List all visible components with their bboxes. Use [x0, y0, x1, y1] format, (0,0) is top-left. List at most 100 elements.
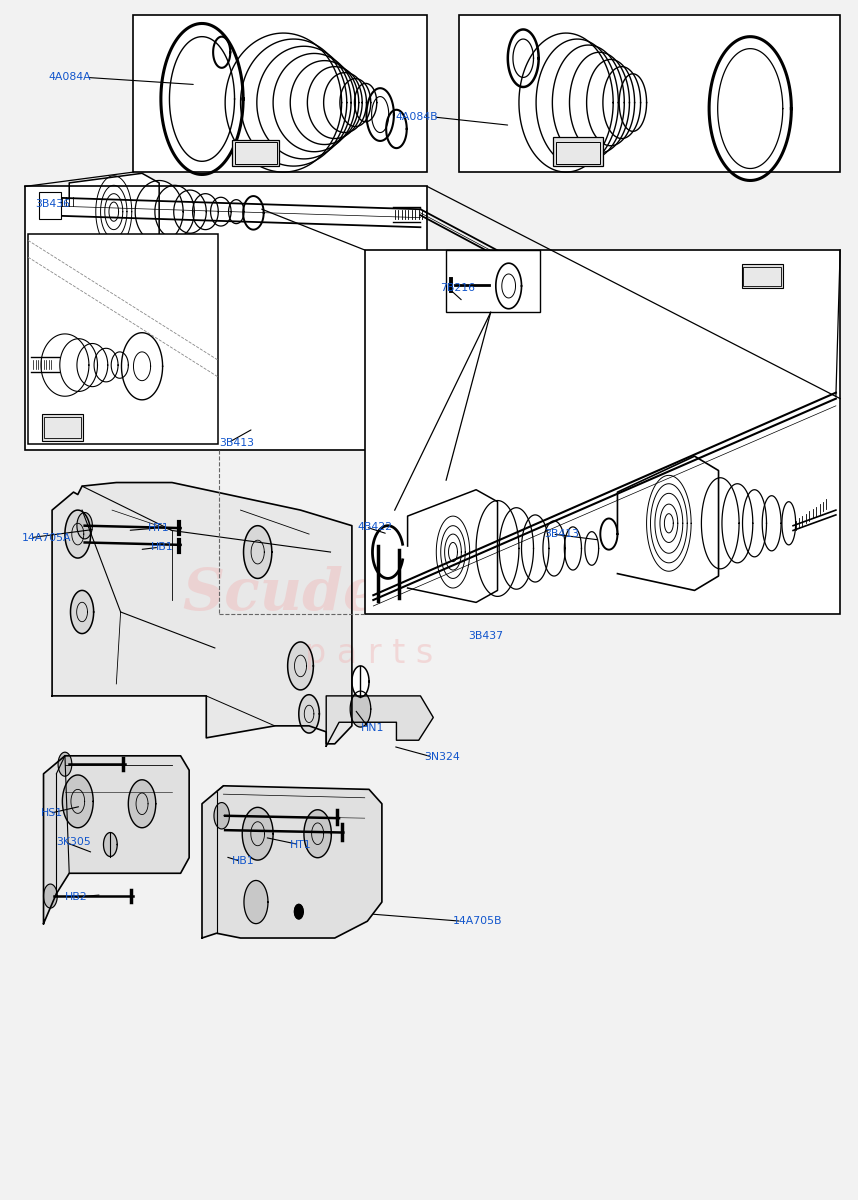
Polygon shape	[408, 490, 498, 602]
Polygon shape	[109, 202, 118, 221]
Bar	[42, 414, 83, 440]
Polygon shape	[290, 61, 359, 144]
Polygon shape	[257, 47, 351, 158]
Polygon shape	[94, 348, 118, 382]
Polygon shape	[522, 515, 549, 582]
Bar	[25, 186, 427, 450]
Polygon shape	[762, 496, 781, 551]
Text: Scuderia: Scuderia	[182, 565, 471, 623]
Polygon shape	[386, 109, 407, 148]
Text: 14A705B: 14A705B	[453, 917, 503, 926]
Polygon shape	[173, 190, 206, 233]
Text: HB2: HB2	[65, 893, 88, 902]
Text: 3B436: 3B436	[35, 199, 70, 210]
Polygon shape	[96, 175, 132, 247]
Polygon shape	[214, 803, 229, 829]
Polygon shape	[508, 30, 539, 86]
Text: 4A084A: 4A084A	[48, 72, 91, 83]
Polygon shape	[65, 510, 91, 558]
Polygon shape	[161, 24, 243, 174]
Polygon shape	[350, 691, 371, 727]
Polygon shape	[244, 881, 268, 924]
Polygon shape	[63, 775, 94, 828]
Polygon shape	[60, 338, 98, 391]
Text: 14A705A: 14A705A	[22, 533, 71, 542]
Polygon shape	[77, 512, 93, 539]
Polygon shape	[210, 197, 231, 226]
Polygon shape	[228, 199, 244, 223]
Bar	[232, 139, 279, 166]
Polygon shape	[44, 756, 189, 924]
Text: 7B216: 7B216	[440, 283, 475, 293]
Text: 3B437: 3B437	[468, 631, 504, 641]
Polygon shape	[287, 642, 313, 690]
Polygon shape	[476, 500, 519, 596]
Polygon shape	[294, 905, 303, 919]
Polygon shape	[601, 518, 618, 550]
Polygon shape	[354, 84, 377, 121]
Polygon shape	[499, 508, 534, 589]
Polygon shape	[742, 490, 766, 557]
Polygon shape	[587, 60, 635, 145]
Polygon shape	[77, 343, 108, 386]
Polygon shape	[52, 482, 352, 744]
Text: HT1: HT1	[148, 523, 170, 533]
Text: 3K305: 3K305	[57, 838, 91, 847]
Bar	[741, 264, 782, 288]
Polygon shape	[436, 516, 469, 588]
Text: 4B422: 4B422	[357, 522, 392, 532]
Bar	[743, 266, 781, 286]
Polygon shape	[650, 484, 687, 563]
Polygon shape	[570, 53, 630, 152]
Polygon shape	[585, 532, 599, 565]
Polygon shape	[536, 40, 619, 166]
Polygon shape	[105, 193, 123, 229]
Text: 4A084B: 4A084B	[395, 112, 438, 122]
Bar	[459, 16, 840, 172]
Polygon shape	[244, 526, 272, 578]
Polygon shape	[352, 666, 369, 697]
Polygon shape	[299, 695, 319, 733]
Polygon shape	[782, 502, 795, 545]
Polygon shape	[58, 752, 72, 776]
Bar	[365, 250, 840, 614]
Polygon shape	[553, 46, 625, 160]
Polygon shape	[100, 185, 127, 238]
Text: HS1: HS1	[41, 809, 63, 818]
Text: 3B413: 3B413	[219, 438, 254, 448]
Polygon shape	[242, 808, 273, 860]
Polygon shape	[603, 67, 641, 138]
Polygon shape	[618, 456, 718, 590]
Polygon shape	[660, 504, 678, 542]
Polygon shape	[664, 514, 674, 533]
Text: HT1: HT1	[290, 840, 311, 850]
Polygon shape	[722, 484, 752, 563]
Polygon shape	[449, 542, 457, 562]
Polygon shape	[655, 493, 683, 553]
Bar	[446, 250, 541, 312]
Polygon shape	[122, 332, 163, 400]
Polygon shape	[444, 534, 462, 570]
Bar	[39, 192, 61, 218]
Polygon shape	[307, 67, 362, 138]
Text: HN1: HN1	[360, 724, 384, 733]
Bar	[28, 234, 218, 444]
Polygon shape	[565, 527, 582, 570]
Polygon shape	[70, 590, 94, 634]
Bar	[556, 142, 601, 163]
Polygon shape	[273, 54, 355, 151]
Polygon shape	[136, 180, 183, 242]
Polygon shape	[129, 780, 156, 828]
Polygon shape	[41, 334, 89, 396]
Bar	[44, 416, 82, 438]
Text: p a r t s: p a r t s	[305, 637, 433, 671]
Bar	[553, 137, 603, 166]
Polygon shape	[496, 263, 522, 308]
Polygon shape	[304, 810, 331, 858]
Polygon shape	[69, 173, 160, 250]
Bar	[134, 16, 427, 172]
Polygon shape	[240, 40, 347, 166]
Polygon shape	[619, 74, 647, 131]
Text: HB1: HB1	[232, 857, 255, 866]
Text: 3B413: 3B413	[544, 529, 579, 539]
